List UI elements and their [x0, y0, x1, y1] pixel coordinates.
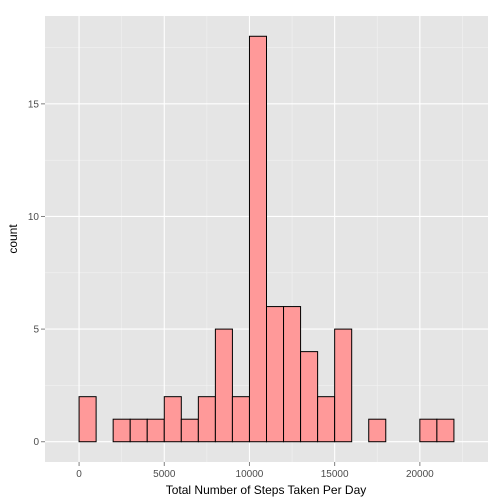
- y-axis-ticks: 0 5 10 15: [28, 99, 45, 448]
- bars: [78, 35, 455, 443]
- y-tick-label: 5: [33, 325, 39, 336]
- histogram-bar: [283, 306, 302, 443]
- x-tick-label: 0: [76, 469, 82, 480]
- histogram-bar: [129, 418, 148, 443]
- histogram-bar: [368, 418, 387, 443]
- y-axis-title: count: [6, 224, 20, 254]
- x-tick-label: 10000: [236, 469, 264, 480]
- histogram-bar: [317, 396, 336, 443]
- histogram-bar: [163, 396, 182, 443]
- histogram-bar: [214, 328, 233, 443]
- histogram-bar: [436, 418, 455, 443]
- y-tick-label: 15: [28, 99, 40, 110]
- histogram-bar: [78, 396, 97, 443]
- histogram-bar: [266, 306, 285, 443]
- histogram-bar: [112, 418, 131, 443]
- histogram-bar: [334, 328, 353, 443]
- histogram-bar: [300, 351, 319, 443]
- histogram-bar: [180, 418, 199, 443]
- x-tick-label: 15000: [321, 469, 349, 480]
- x-tick-label: 20000: [406, 469, 434, 480]
- y-tick-label: 10: [28, 212, 40, 223]
- histogram-bar: [419, 418, 438, 443]
- y-tick-label: 0: [33, 437, 39, 448]
- x-tick-label: 5000: [153, 469, 176, 480]
- x-axis-ticks: 0 5000 10000 15000 20000: [76, 462, 434, 480]
- histogram-bar: [231, 396, 250, 443]
- histogram-bar: [248, 35, 267, 443]
- x-axis-title: Total Number of Steps Taken Per Day: [166, 483, 367, 497]
- histogram-bar: [146, 418, 165, 443]
- histogram-bar: [197, 396, 216, 443]
